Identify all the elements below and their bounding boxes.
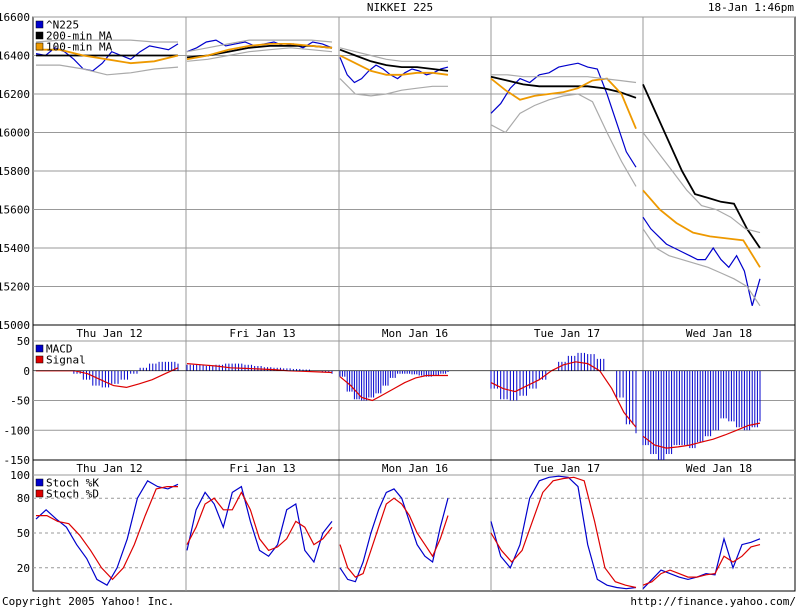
series-line-stoch_d xyxy=(339,497,449,578)
y-tick-label: 100 xyxy=(10,469,30,482)
series-line-band xyxy=(36,64,179,76)
series-line-ma100 xyxy=(490,77,637,130)
y-tick-label: 16200 xyxy=(0,88,30,101)
chart-timestamp: 18-Jan 1:46pm xyxy=(708,1,794,14)
series-line-price xyxy=(339,57,449,84)
series-line-stoch_d xyxy=(186,491,333,552)
y-tick-label: 15200 xyxy=(0,281,30,294)
day-label: Wed Jan 18 xyxy=(686,462,752,475)
series-line-ma100 xyxy=(186,43,333,61)
y-tick-label: 50 xyxy=(17,335,30,348)
day-label: Mon Jan 16 xyxy=(382,462,448,475)
series-line-stoch_d xyxy=(642,544,761,586)
series-line-stoch_d xyxy=(36,486,178,581)
series-line-ma100 xyxy=(642,189,761,268)
legend-label: 200-min MA xyxy=(46,30,113,43)
y-tick-label: 16400 xyxy=(0,50,30,63)
series-line-band xyxy=(339,78,448,97)
y-tick-label: -50 xyxy=(10,395,30,408)
copyright-text: Copyright 2005 Yahoo! Inc. xyxy=(2,595,174,608)
series-line-stoch_k xyxy=(642,536,761,590)
series-line-signal xyxy=(490,361,637,428)
series-line-band xyxy=(186,47,333,62)
legend-swatch xyxy=(35,478,44,487)
panel-frame xyxy=(32,340,796,476)
y-tick-label: 15400 xyxy=(0,242,30,255)
series-line-signal xyxy=(339,374,448,402)
source-url[interactable]: http://finance.yahoo.com/ xyxy=(630,595,796,608)
series-line-band xyxy=(35,39,178,43)
series-line-band xyxy=(186,39,333,53)
day-label: Tue Jan 17 xyxy=(534,462,600,475)
series-line-band xyxy=(339,47,448,62)
series-line-stoch_d xyxy=(490,476,637,589)
y-tick-label: -100 xyxy=(4,424,31,437)
y-tick-label: 16000 xyxy=(0,127,30,140)
series-line-signal xyxy=(186,363,333,374)
legend-label: Stoch %D xyxy=(46,488,99,501)
series-line-ma200 xyxy=(490,75,637,99)
y-tick-label: 15800 xyxy=(0,165,30,178)
legend-label: Signal xyxy=(46,354,86,367)
y-tick-label: 16600 xyxy=(0,11,30,24)
day-label: Fri Jan 13 xyxy=(229,462,295,475)
series-line-stoch_k xyxy=(490,475,637,590)
legend-label: MACD xyxy=(46,343,73,356)
day-label: Mon Jan 16 xyxy=(382,327,448,340)
panel-frame xyxy=(32,16,796,342)
chart-title: NIKKEI 225 xyxy=(367,1,433,14)
legend-swatch xyxy=(35,31,44,40)
legend-label: Stoch %K xyxy=(46,477,99,490)
legend-swatch xyxy=(35,20,44,29)
series-line-stoch_k xyxy=(339,488,449,583)
y-tick-label: 20 xyxy=(17,562,30,575)
series-line-band xyxy=(491,74,637,84)
legend-swatch xyxy=(35,489,44,498)
y-tick-label: 80 xyxy=(17,492,30,505)
legend-swatch xyxy=(35,344,44,353)
series-line-band xyxy=(642,132,761,234)
day-label: Thu Jan 12 xyxy=(76,327,142,340)
y-tick-label: 15600 xyxy=(0,204,30,217)
day-label: Thu Jan 12 xyxy=(76,462,142,475)
series-line-ma200 xyxy=(339,48,449,72)
panel-0: 15000 15200 15400 15600 15800 16000 16200 16400… xyxy=(0,11,796,342)
y-tick-label: 0 xyxy=(23,365,30,378)
day-label: Tue Jan 17 xyxy=(534,327,600,340)
series-line-band xyxy=(490,93,637,187)
y-tick-label: -150 xyxy=(4,454,31,467)
day-label: Fri Jan 13 xyxy=(229,327,295,340)
series-line-ma100 xyxy=(339,54,449,76)
series-line-price xyxy=(642,216,761,306)
series-line-price xyxy=(490,62,637,168)
series-line-signal xyxy=(642,422,761,449)
plot-area: 15000 15200 15400 15600 15800 16000 16200 16400… xyxy=(0,11,796,592)
series-line-ma200 xyxy=(642,84,761,249)
legend-swatch xyxy=(35,355,44,364)
series-line-ma100 xyxy=(36,48,179,65)
y-tick-label: 15000 xyxy=(0,319,30,332)
legend-label: ^N225 xyxy=(46,19,79,32)
series-line-band xyxy=(642,228,761,307)
y-tick-label: 50 xyxy=(17,527,30,540)
legend-swatch xyxy=(35,42,44,51)
panel-1: -150 -100 -50 0 50 Thu Jan 12 Fri Jan 13 Mon Ja… xyxy=(4,335,796,476)
legend-label: 100-min MA xyxy=(46,41,113,54)
day-label: Wed Jan 18 xyxy=(686,327,752,340)
